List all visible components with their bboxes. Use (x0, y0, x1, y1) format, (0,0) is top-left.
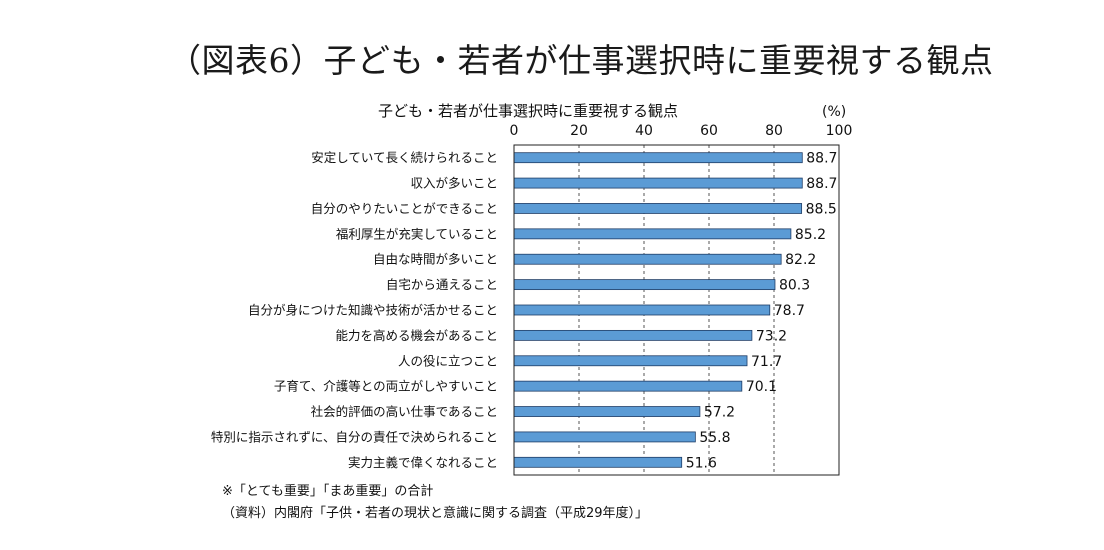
value-label: 82.2 (785, 252, 816, 268)
bar (513, 279, 776, 291)
value-label: 70.1 (746, 379, 777, 395)
category-label: 人の役に立つこと (398, 353, 498, 368)
page-title: （図表6）子ども・若者が仕事選択時に重要視する観点 (168, 41, 994, 80)
category-labels: 安定していて長く続けられること収入が多いこと自分のやりたいことができること福利厚… (211, 150, 498, 470)
category-label: 自由な時間が多いこと (373, 252, 498, 267)
bar (513, 355, 748, 367)
value-label: 88.7 (806, 151, 837, 167)
bar (513, 228, 792, 240)
category-label: 福利厚生が充実していること (336, 226, 498, 241)
value-label: 78.7 (774, 303, 805, 319)
category-label: 収入が多いこと (410, 176, 498, 191)
value-label: 80.3 (779, 278, 810, 294)
unit-label: (%) (822, 104, 846, 120)
category-label: 特別に指示されずに、自分の責任で決められること (211, 429, 498, 444)
x-tick-label: 100 (826, 123, 853, 139)
x-tick-label: 80 (765, 123, 783, 139)
x-tick-label: 20 (570, 123, 588, 139)
bar (513, 406, 701, 417)
footnote-note: ※「とても重要」「まあ重要」の合計 (222, 484, 434, 499)
category-label: 社会的評価の高い仕事であること (311, 404, 498, 419)
bar (513, 152, 803, 164)
value-label: 73.2 (756, 328, 787, 344)
bar (513, 203, 803, 214)
footnote-source: （資料）内閣府「子供・若者の現状と意識に関する調査（平成29年度）」 (222, 506, 649, 521)
bars (513, 152, 803, 468)
value-label: 88.7 (806, 176, 837, 192)
bar (513, 431, 696, 443)
value-label: 51.6 (686, 455, 717, 471)
bar (513, 177, 803, 189)
bar (513, 380, 743, 392)
bar (513, 304, 771, 316)
x-axis-ticks: 0 20 40 60 80 100 (510, 123, 853, 139)
value-label: 57.2 (704, 405, 735, 421)
category-label: 子育て、介護等との両立がしやすいこと (274, 379, 498, 394)
chart-title: 子ども・若者が仕事選択時に重要視する観点 (378, 102, 678, 120)
category-label: 自分が身につけた知識や技術が活かせること (248, 303, 498, 318)
value-labels: 88.7 88.7 88.5 85.2 82.2 80.3 78.7 73.2 71.7 70.1… (686, 151, 838, 472)
category-label: 自分のやりたいことができること (311, 201, 498, 216)
value-label: 71.7 (751, 354, 782, 370)
value-label: 85.2 (795, 227, 826, 243)
x-tick-label: 0 (510, 123, 519, 139)
bar (513, 456, 683, 468)
category-label: 自宅から通えること (386, 277, 498, 292)
category-label: 能力を高める機会があること (335, 328, 498, 343)
value-label: 55.8 (699, 430, 730, 446)
x-tick-label: 40 (635, 123, 653, 139)
plot-frame (513, 144, 840, 476)
x-tick-label: 60 (700, 123, 718, 139)
category-label: 実力主義で偉くなれること (348, 455, 498, 470)
bar (513, 329, 753, 341)
value-label: 88.5 (806, 201, 837, 217)
bar (513, 253, 782, 265)
category-label: 安定していて長く続けられること (311, 150, 498, 165)
